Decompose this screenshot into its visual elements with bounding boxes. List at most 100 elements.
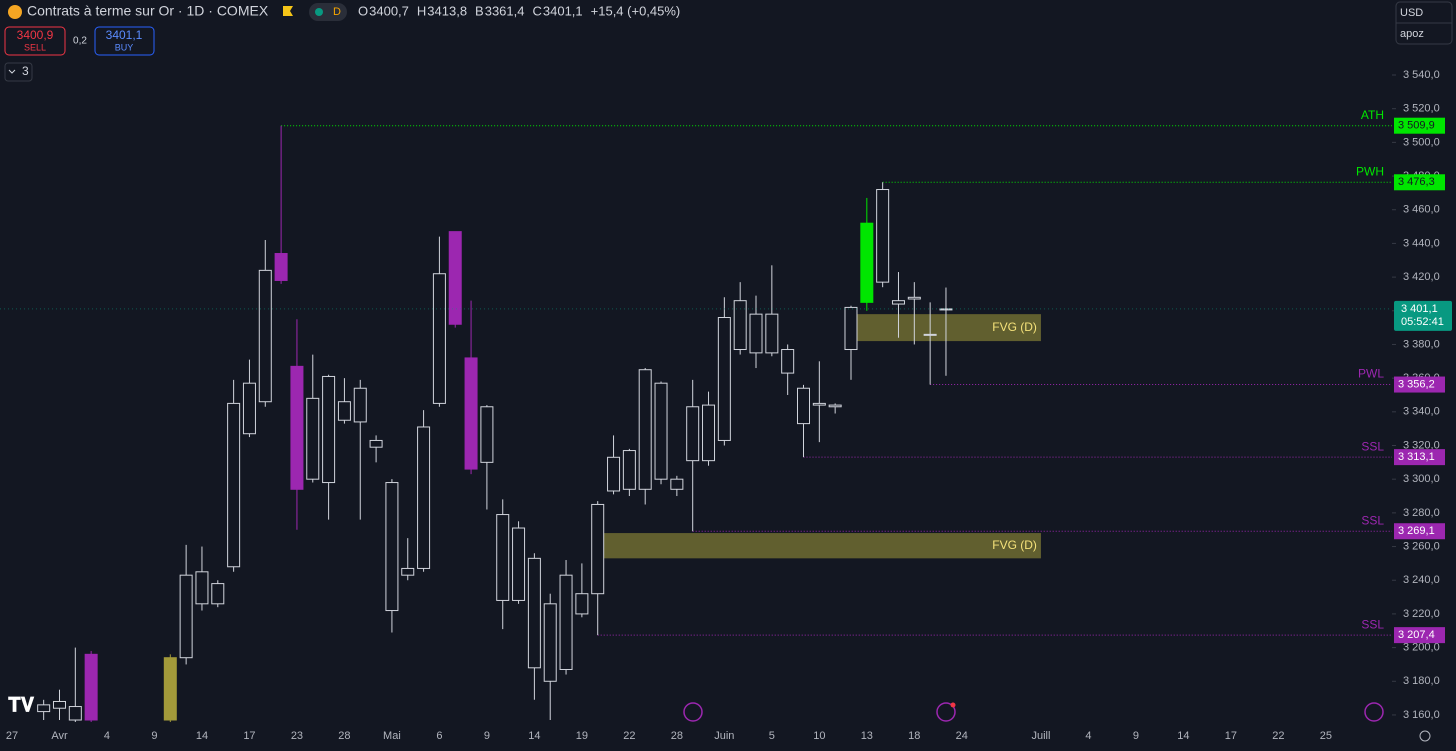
- level-tag-label: 3 269,1: [1398, 525, 1435, 537]
- level-tag: [1394, 523, 1445, 540]
- level-tag-label: 3 476,3: [1398, 176, 1435, 188]
- candle-body: [638, 369, 652, 490]
- x-tick-label: 14: [196, 730, 208, 742]
- y-tick-label: 3 300,0: [1403, 473, 1440, 485]
- x-tick-label: 4: [1085, 730, 1091, 742]
- x-tick-label: 28: [671, 730, 683, 742]
- candle-body: [211, 583, 225, 605]
- ohlc-key: C: [532, 3, 541, 18]
- x-tick-label: 13: [861, 730, 873, 742]
- candle-body: [607, 456, 621, 492]
- fvg-label: FVG (D): [992, 320, 1037, 334]
- buy-button[interactable]: [94, 26, 155, 56]
- ohlc-legend: O 3400,7 H 3413,8 B 3361,4 C 3401,1 +15,4 (+0,45…: [358, 3, 680, 18]
- event-icon[interactable]: [1364, 702, 1384, 722]
- y-tick-label: 3 440,0: [1403, 237, 1440, 249]
- candle-body: [306, 397, 320, 480]
- ohlc-value: 3413,8: [427, 3, 467, 18]
- y-tick-label: 3 260,0: [1403, 540, 1440, 552]
- y-tick-label: 3 340,0: [1403, 406, 1440, 418]
- candle-body: [907, 296, 921, 300]
- x-tick-label: 27: [6, 730, 18, 742]
- ohlc-key: O: [358, 3, 368, 18]
- ohlc-value: 3401,1: [543, 3, 583, 18]
- level-tag-label: 3 509,9: [1398, 120, 1435, 132]
- logo: 𝐓𝐕: [8, 694, 35, 716]
- candle-body: [37, 704, 51, 713]
- y-tick-label: 3 160,0: [1403, 709, 1440, 721]
- buy-label: BUY: [115, 42, 134, 52]
- candle-body: [844, 306, 858, 351]
- settings-icon[interactable]: [1419, 730, 1431, 742]
- candle-body: [923, 333, 937, 336]
- candle-body: [274, 253, 288, 281]
- y-tick-label: 3 420,0: [1403, 271, 1440, 283]
- candle-body: [242, 382, 256, 435]
- candle-body: [686, 406, 700, 462]
- indicators-toggle[interactable]: [4, 62, 33, 82]
- y-tick-label: 3 460,0: [1403, 204, 1440, 216]
- level-tag: [1394, 174, 1445, 191]
- y-tick-label: 3 280,0: [1403, 507, 1440, 519]
- event-icon[interactable]: [936, 702, 956, 722]
- level-tag-label: 3 313,1: [1398, 451, 1435, 463]
- level-tag-label: 3 207,4: [1398, 629, 1435, 641]
- y-tick-label: 3 240,0: [1403, 574, 1440, 586]
- x-tick-label: 17: [243, 730, 255, 742]
- candle-body: [432, 273, 446, 404]
- level-name: SSL: [1361, 439, 1384, 453]
- y-tick-label: 3 380,0: [1403, 338, 1440, 350]
- x-tick-label: 17: [1225, 730, 1237, 742]
- candle-body: [543, 603, 557, 682]
- status-badge: D: [333, 6, 341, 18]
- event-icon[interactable]: [683, 702, 703, 722]
- spread: 0,2: [73, 36, 87, 47]
- status-pill[interactable]: [309, 3, 347, 21]
- level-tag: [1394, 376, 1445, 393]
- ohlc-value: 3400,7: [369, 3, 409, 18]
- x-tick-label: Juill: [1031, 730, 1050, 742]
- candle-body: [860, 222, 874, 303]
- flag[interactable]: [283, 6, 293, 16]
- level-name: ATH: [1361, 108, 1384, 122]
- buy-price: 3401,1: [106, 28, 143, 42]
- x-tick-label: 14: [528, 730, 540, 742]
- candle-body: [464, 357, 478, 470]
- y-tick-label: 3 220,0: [1403, 608, 1440, 620]
- x-tick-label: 9: [151, 730, 157, 742]
- candle-body: [828, 404, 842, 408]
- candle-body: [591, 503, 605, 595]
- sell-button[interactable]: [4, 26, 66, 56]
- x-tick-label: 18: [908, 730, 920, 742]
- level-tag: [1394, 117, 1445, 134]
- symbol-title[interactable]: Contrats à terme sur Or · 1D · COMEX: [27, 3, 269, 19]
- level-tag: [1394, 449, 1445, 466]
- candle-body: [84, 653, 98, 721]
- candle-body: [654, 382, 668, 480]
- x-tick-label: 22: [623, 730, 635, 742]
- candle-body: [749, 313, 763, 354]
- candle-body: [353, 387, 367, 423]
- status-dot: [315, 8, 323, 16]
- candle-body: [258, 269, 272, 403]
- level-name: SSL: [1361, 513, 1384, 527]
- account: apoz: [1400, 28, 1424, 40]
- x-tick-label: 24: [956, 730, 968, 742]
- currency: USD: [1400, 7, 1423, 19]
- x-tick-label: 9: [1133, 730, 1139, 742]
- fvg-label: FVG (D): [992, 538, 1037, 552]
- candle-body: [812, 402, 826, 406]
- candle-body: [876, 189, 890, 283]
- x-tick-label: 19: [576, 730, 588, 742]
- candle-body: [622, 450, 636, 490]
- symbol-icon: [8, 5, 22, 19]
- event-dot: [950, 702, 956, 708]
- sell-label: SELL: [24, 42, 46, 52]
- x-tick-label: Avr: [51, 730, 68, 742]
- candle-body: [512, 527, 526, 601]
- y-tick-label: 3 540,0: [1403, 69, 1440, 81]
- x-tick-label: 10: [813, 730, 825, 742]
- x-tick-label: 25: [1320, 730, 1332, 742]
- x-tick-label: 28: [338, 730, 350, 742]
